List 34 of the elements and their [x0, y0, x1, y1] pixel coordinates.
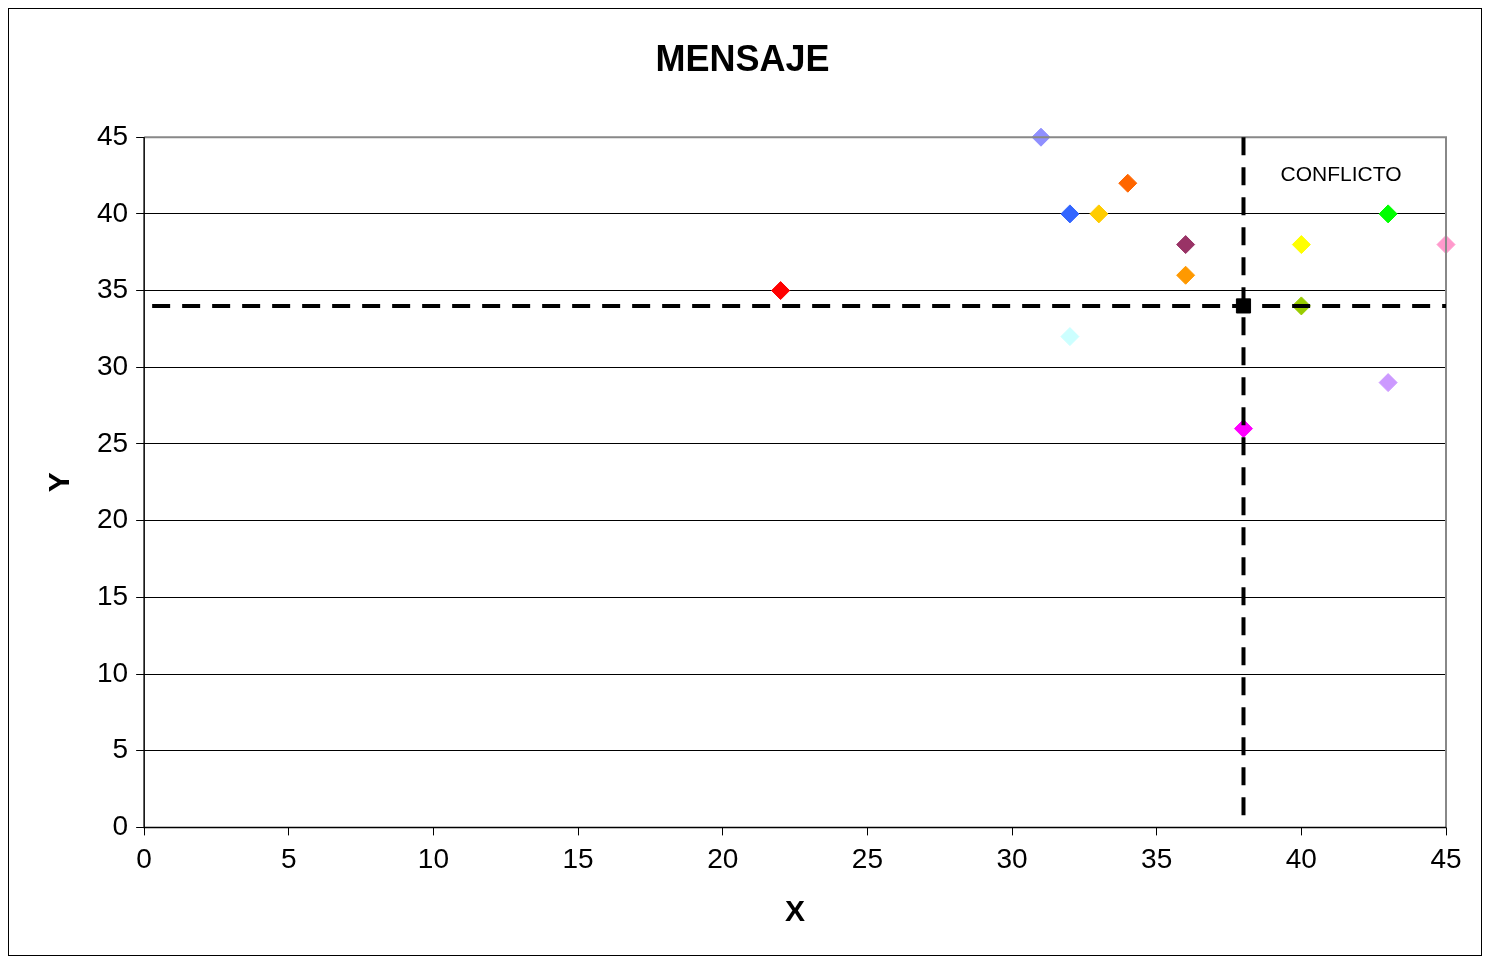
x-axis-title: X [785, 894, 806, 928]
point [1378, 373, 1398, 393]
point [1118, 173, 1138, 193]
x-tick-label: 40 [1285, 842, 1317, 874]
point [1291, 235, 1311, 255]
y-tick-label: 0 [112, 810, 129, 842]
x-tick-label: 5 [281, 842, 297, 874]
point [1378, 204, 1398, 224]
x-tick-label: 25 [851, 842, 883, 874]
point [1089, 204, 1109, 224]
point [1176, 235, 1196, 255]
x-tick-label: 0 [136, 842, 152, 874]
annotation: CONFLICTO [1280, 162, 1402, 185]
y-tick-label: 25 [96, 426, 129, 458]
point [1060, 327, 1080, 347]
x-tick-label: 30 [996, 842, 1028, 874]
chart-title: MENSAJE [655, 37, 830, 79]
y-tick-label: 10 [96, 656, 129, 688]
x-tick-label: 20 [707, 842, 739, 874]
x-tick-label: 45 [1430, 842, 1462, 874]
point [1176, 265, 1196, 285]
x-tick-label: 15 [562, 842, 594, 874]
x-tick-label: 10 [417, 842, 450, 874]
point [771, 281, 791, 301]
y-tick-label: 15 [96, 580, 129, 612]
y-tick-label: 5 [112, 733, 129, 765]
y-axis-title: Y [42, 472, 76, 493]
y-tick-label: 35 [96, 273, 129, 305]
y-tick-label: 40 [96, 196, 129, 228]
y-tick-label: 30 [96, 349, 129, 381]
x-tick-label: 35 [1141, 842, 1173, 874]
point [1060, 204, 1080, 224]
y-tick-label: 45 [96, 119, 129, 151]
y-tick-label: 20 [96, 503, 129, 535]
